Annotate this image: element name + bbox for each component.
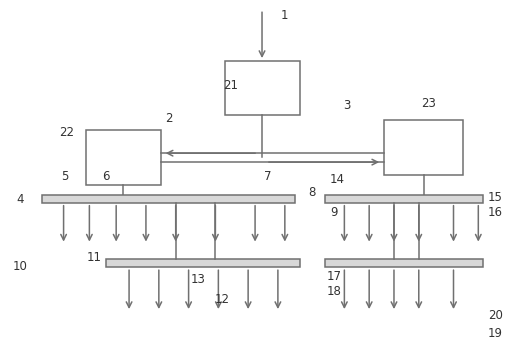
Text: 11: 11 bbox=[87, 251, 102, 264]
Text: 14: 14 bbox=[330, 173, 345, 187]
Bar bbox=[324, 195, 484, 203]
Text: 10: 10 bbox=[13, 260, 28, 273]
Bar bbox=[225, 61, 300, 115]
Text: 4: 4 bbox=[16, 193, 24, 206]
Bar bbox=[106, 259, 300, 267]
Text: 15: 15 bbox=[488, 191, 503, 204]
Text: 6: 6 bbox=[103, 171, 110, 183]
Text: 18: 18 bbox=[327, 285, 342, 298]
Bar bbox=[42, 195, 295, 203]
Text: 21: 21 bbox=[223, 79, 238, 92]
Text: 2: 2 bbox=[165, 112, 172, 125]
Text: 20: 20 bbox=[488, 309, 503, 322]
Bar bbox=[324, 259, 484, 267]
Text: 5: 5 bbox=[61, 171, 68, 183]
Text: 23: 23 bbox=[421, 97, 436, 110]
Bar bbox=[86, 130, 161, 185]
Text: 22: 22 bbox=[59, 126, 74, 139]
Text: 19: 19 bbox=[488, 327, 503, 340]
Text: 8: 8 bbox=[308, 186, 315, 199]
Text: 9: 9 bbox=[331, 206, 338, 219]
Text: 3: 3 bbox=[344, 99, 351, 112]
Text: 13: 13 bbox=[191, 273, 206, 286]
Text: 1: 1 bbox=[281, 9, 289, 22]
Text: 17: 17 bbox=[327, 270, 342, 283]
Text: 12: 12 bbox=[215, 292, 230, 306]
Bar bbox=[384, 120, 463, 175]
Text: 16: 16 bbox=[488, 206, 503, 219]
Text: 7: 7 bbox=[264, 171, 272, 183]
